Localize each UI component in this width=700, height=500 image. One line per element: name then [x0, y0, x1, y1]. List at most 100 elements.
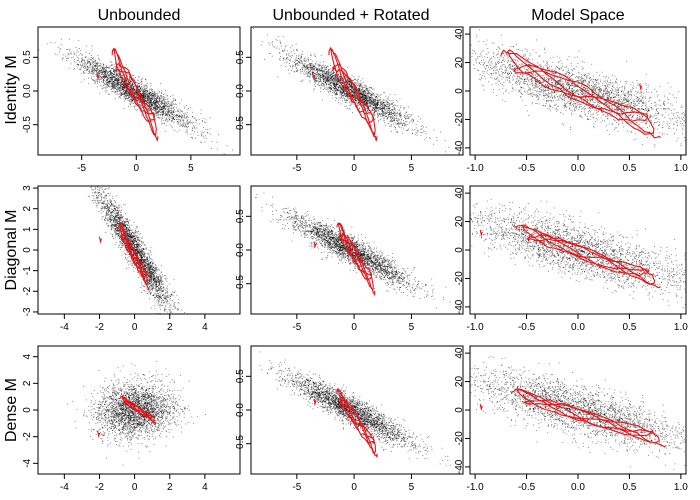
- scatter-point: [127, 84, 129, 85]
- scatter-point: [88, 77, 89, 79]
- scatter-point: [171, 108, 173, 110]
- scatter-point: [108, 93, 110, 95]
- scatter-point: [173, 100, 175, 102]
- scatter-point: [358, 87, 360, 89]
- scatter-point: [358, 84, 359, 86]
- scatter-point: [340, 90, 342, 92]
- scatter-point: [92, 74, 94, 75]
- scatter-point: [376, 99, 378, 101]
- scatter-point: [113, 76, 114, 78]
- scatter-point: [368, 93, 370, 95]
- scatter-point: [163, 110, 165, 112]
- scatter-point: [157, 90, 159, 92]
- scatter-point: [161, 102, 163, 103]
- scatter-point: [143, 93, 144, 95]
- scatter-point: [294, 59, 296, 61]
- scatter-point: [84, 65, 86, 67]
- scatter-point: [395, 127, 397, 129]
- scatter-point: [372, 100, 374, 102]
- scatter-point: [110, 74, 111, 76]
- scatter-point: [319, 70, 321, 71]
- scatter-point: [365, 97, 366, 99]
- scatter-point: [359, 86, 361, 87]
- scatter-point: [114, 69, 116, 71]
- scatter-point: [288, 54, 289, 56]
- scatter-point: [109, 71, 111, 73]
- scatter-point: [381, 105, 383, 107]
- scatter-point: [168, 106, 169, 108]
- scatter-point: [130, 106, 132, 108]
- scatter-point: [157, 95, 159, 97]
- scatter-point: [294, 52, 296, 54]
- scatter-point: [168, 110, 170, 112]
- scatter-point: [308, 69, 309, 71]
- scatter-point: [339, 86, 341, 88]
- scatter-point: [374, 103, 375, 104]
- scatter-point: [167, 115, 169, 117]
- scatter-point: [205, 128, 207, 130]
- scatter-point: [111, 88, 113, 89]
- scatter-point: [38, 49, 40, 51]
- scatter-point: [423, 126, 425, 128]
- scatter-point: [322, 74, 324, 75]
- scatter-point: [177, 115, 179, 116]
- scatter-point: [328, 76, 330, 77]
- scatter-point: [395, 105, 397, 107]
- scatter-point: [82, 60, 84, 61]
- scatter-point: [99, 59, 101, 61]
- scatter-point: [123, 81, 125, 83]
- scatter-point: [166, 113, 168, 115]
- scatter-point: [165, 109, 166, 111]
- scatter-point: [175, 100, 177, 101]
- scatter-point: [315, 81, 317, 82]
- scatter-point: [164, 115, 166, 117]
- scatter-point: [386, 98, 388, 100]
- scatter-point: [148, 91, 150, 93]
- scatter-point: [149, 106, 151, 107]
- scatter-point: [296, 71, 298, 72]
- scatter-point: [144, 95, 146, 96]
- scatter-point: [125, 85, 127, 87]
- scatter-point: [326, 83, 327, 85]
- scatter-point: [151, 104, 152, 106]
- scatter-point: [341, 80, 343, 81]
- scatter-point: [327, 66, 329, 67]
- scatter-point: [354, 78, 356, 80]
- scatter-point: [171, 103, 173, 104]
- scatter-point: [387, 123, 389, 125]
- scatter-point: [179, 120, 181, 121]
- scatter-point: [154, 101, 156, 102]
- scatter-point: [334, 74, 336, 76]
- scatter-point: [130, 99, 132, 100]
- scatter-point: [361, 87, 363, 89]
- scatter-point: [147, 92, 148, 94]
- scatter-point: [111, 74, 113, 76]
- scatter-point: [347, 95, 349, 97]
- scatter-point: [204, 131, 206, 133]
- scatter-point: [157, 105, 158, 107]
- scatter-point: [283, 58, 284, 59]
- scatter-point: [310, 55, 311, 56]
- scatter-point: [84, 60, 86, 61]
- y-tick-label: 0.0: [22, 84, 33, 98]
- scatter-point: [331, 72, 333, 74]
- scatter-point: [184, 107, 186, 109]
- scatter-point: [375, 108, 377, 110]
- scatter-point: [327, 81, 329, 82]
- scatter-point: [162, 109, 164, 110]
- scatter-point: [394, 110, 396, 112]
- scatter-point: [162, 113, 164, 115]
- scatter-point: [304, 65, 306, 67]
- scatter-point: [122, 84, 124, 86]
- scatter-point: [139, 104, 141, 105]
- scatter-point: [129, 94, 131, 95]
- scatter-point: [121, 85, 123, 87]
- scatter-point: [147, 91, 148, 93]
- scatter-point: [323, 70, 325, 72]
- scatter-point: [131, 101, 133, 103]
- scatter-point: [346, 94, 348, 95]
- scatter-point: [287, 57, 289, 59]
- scatter-point: [396, 115, 398, 117]
- scatter-point: [154, 98, 156, 100]
- scatter-point: [164, 104, 165, 106]
